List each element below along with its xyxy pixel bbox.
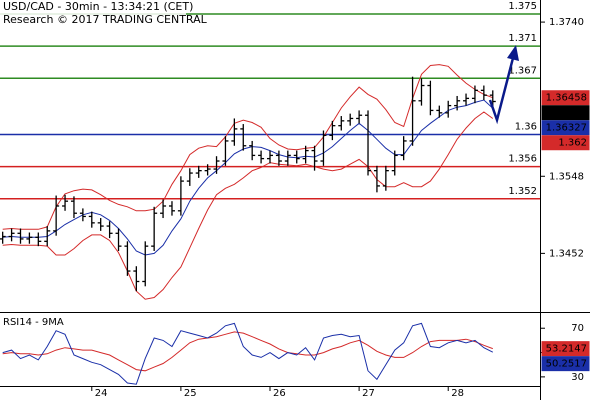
y-tick-label: 70 bbox=[571, 323, 584, 334]
rsi-line bbox=[2, 331, 493, 372]
level-label: 1.367 bbox=[508, 65, 537, 76]
value-tag-box bbox=[541, 90, 590, 106]
value-tag-box bbox=[541, 105, 590, 121]
level-label: 1.371 bbox=[508, 33, 537, 44]
x-tick-label: 25 bbox=[184, 388, 197, 399]
y-tick-label: 1.3452 bbox=[549, 248, 584, 259]
overlay-line bbox=[2, 111, 494, 300]
main-panel: 1.375 1.371 1.367 1.36 1.356 1.352 bbox=[0, 1, 540, 300]
axes: 1.37401.35481.345230507024252627281.3645… bbox=[91, 17, 590, 399]
rsi-title: RSI14 - 9MA bbox=[3, 317, 64, 328]
rsi-panel bbox=[2, 322, 494, 385]
value-tag: 1.362 bbox=[558, 138, 587, 149]
overlay-line bbox=[2, 64, 493, 230]
value-tag: 50.2517 bbox=[546, 359, 587, 370]
y-tick-label: 30 bbox=[571, 372, 584, 383]
value-tag-box bbox=[541, 120, 590, 136]
level-label: 1.352 bbox=[508, 186, 537, 197]
x-tick-label: 27 bbox=[362, 388, 375, 399]
projection-arrow bbox=[488, 57, 515, 125]
value-tag: 53.2147 bbox=[546, 344, 587, 355]
chart-title: USD/CAD - 30min - 13:34:21 (CET) bbox=[3, 0, 193, 13]
overlay-line bbox=[2, 99, 494, 256]
chart-subtitle: Research © 2017 TRADING CENTRAL bbox=[3, 13, 208, 26]
level-label: 1.375 bbox=[508, 1, 537, 12]
value-tag-box bbox=[541, 135, 590, 151]
title-bg bbox=[0, 0, 186, 28]
value-tag-box bbox=[541, 356, 590, 372]
y-tick-label: 1.3740 bbox=[549, 17, 584, 28]
x-tick-label: 26 bbox=[273, 388, 286, 399]
value-tag: 1.36411 bbox=[546, 108, 587, 119]
value-tag-box bbox=[541, 341, 590, 357]
arrow-head bbox=[507, 45, 519, 61]
y-tick-label: 1.3548 bbox=[549, 171, 584, 182]
x-tick-label: 28 bbox=[451, 388, 464, 399]
value-tag: 1.36327 bbox=[546, 123, 587, 134]
x-tick-label: 24 bbox=[95, 388, 108, 399]
value-tag: 1.36458 bbox=[546, 93, 587, 104]
level-label: 1.356 bbox=[508, 154, 537, 165]
level-label: 1.36 bbox=[515, 122, 537, 133]
rsi-line bbox=[2, 322, 494, 385]
